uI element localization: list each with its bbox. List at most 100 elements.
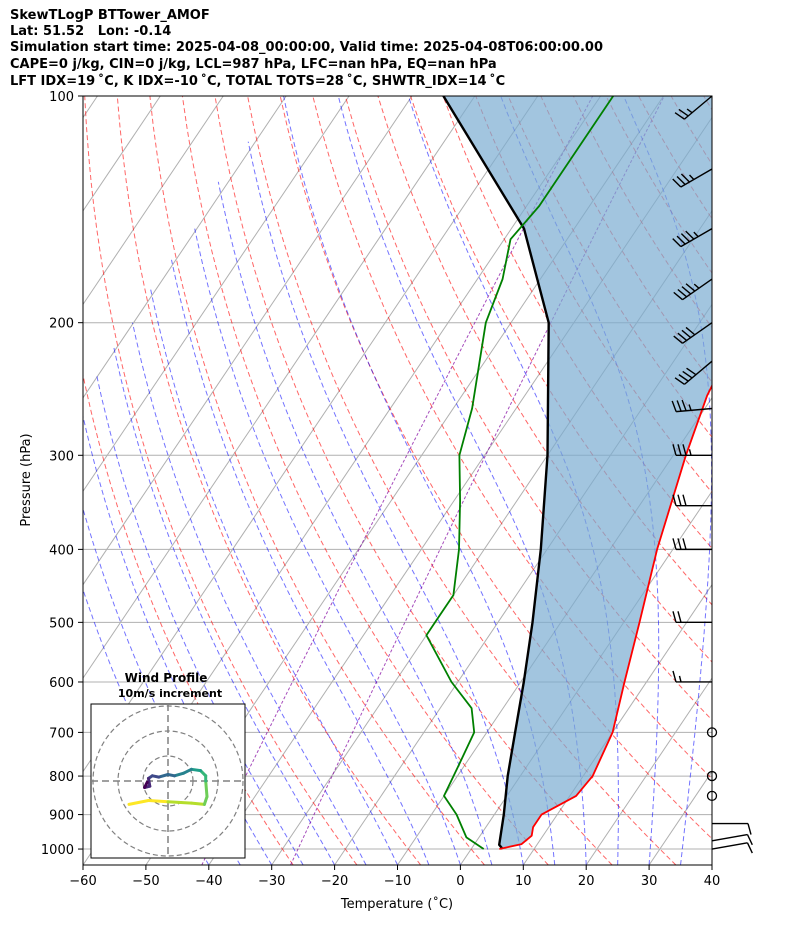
barb-staff — [683, 360, 713, 385]
barb-flag — [682, 370, 693, 379]
barb-flag — [678, 374, 689, 382]
parcel-path-line — [442, 96, 550, 850]
barb-flag — [677, 288, 688, 298]
isotherm-line — [83, 96, 350, 493]
barb-flag — [680, 173, 690, 183]
dry-adiabat-line — [116, 96, 422, 865]
barb-flag — [674, 112, 685, 120]
hodograph-segment — [189, 767, 202, 773]
barb-flag — [746, 834, 753, 846]
mixing-ratio-line — [290, 96, 665, 865]
barb-flag — [682, 444, 687, 456]
wind-barb — [674, 95, 713, 120]
barb-flag — [682, 538, 687, 550]
dry-adiabat-line — [769, 96, 794, 865]
wind-barb — [711, 833, 753, 846]
y-tick-label: 400 — [49, 543, 74, 558]
wind-barb — [712, 822, 752, 835]
barb-half-flag — [693, 231, 699, 238]
wind-barb — [711, 842, 753, 854]
barb-flag — [672, 670, 677, 683]
barb-flag — [671, 400, 677, 412]
barb-flag — [673, 335, 683, 344]
wind-barb — [706, 727, 718, 738]
wind-barb — [672, 168, 713, 188]
x-tick-label: 40 — [704, 874, 721, 889]
calm-circle — [706, 790, 718, 802]
isotherm-line — [83, 96, 224, 306]
barb-flag — [747, 823, 752, 835]
barb-flag — [672, 611, 677, 623]
barb-staff — [683, 95, 713, 120]
x-tick-label: −40 — [195, 874, 222, 889]
calm-circle — [706, 770, 718, 782]
cape-cin-shading — [443, 96, 712, 849]
barb-flag — [676, 235, 686, 245]
barb-flag — [677, 494, 682, 506]
barb-flag — [681, 329, 692, 339]
barb-flag — [674, 377, 685, 385]
isotherm-line — [711, 864, 712, 865]
hodograph-segment — [166, 800, 193, 805]
barb-staff — [711, 842, 748, 850]
x-tick-label: −10 — [384, 874, 411, 889]
isotherm-line — [83, 96, 413, 586]
hodograph-segment — [173, 771, 186, 778]
barb-flag — [672, 494, 677, 506]
dry-adiabat-line — [181, 96, 549, 865]
dry-adiabat-line — [344, 96, 712, 721]
moist-adiabat-line — [247, 141, 524, 865]
y-tick-label: 700 — [49, 726, 74, 741]
y-tick-label: 800 — [49, 770, 74, 785]
x-tick-label: 30 — [641, 874, 658, 889]
wind-barb — [672, 227, 713, 248]
wind-barb — [673, 322, 713, 344]
barb-flag — [673, 291, 683, 301]
barb-half-flag — [688, 404, 692, 411]
calm-circle — [706, 727, 718, 738]
moist-adiabat-line — [623, 96, 712, 865]
barb-half-flag — [688, 449, 692, 456]
barb-flag — [685, 230, 695, 240]
y-tick-label: 900 — [49, 809, 74, 824]
moist-adiabat-line — [711, 861, 712, 865]
moist-adiabat-line — [337, 96, 587, 865]
title-line-2: Lat: 51.52 Lon: -0.14 — [10, 24, 172, 39]
dewpoint-line — [425, 96, 614, 850]
hodograph-segment — [189, 801, 206, 806]
x-tick-label: −20 — [321, 874, 348, 889]
barb-flag — [676, 175, 686, 185]
barb-flag — [681, 399, 687, 412]
moist-adiabat-line — [283, 96, 556, 865]
barb-flag — [685, 283, 696, 292]
moist-adiabat-line — [132, 322, 367, 865]
barb-staff — [680, 168, 713, 188]
wind-barb — [673, 278, 713, 301]
temperature-line — [499, 383, 712, 850]
barb-staff — [711, 833, 748, 842]
wind-barb — [706, 770, 718, 782]
y-tick-label: 1000 — [41, 843, 74, 858]
dry-adiabat-line — [703, 96, 712, 111]
wind-barb — [674, 360, 713, 385]
x-tick-label: −30 — [258, 874, 285, 889]
barb-flag — [677, 611, 682, 623]
barb-flag — [672, 238, 682, 248]
barb-staff — [676, 407, 713, 413]
wind-barb — [672, 444, 712, 456]
isotherm-line — [585, 677, 712, 865]
barb-flag — [677, 444, 682, 456]
wind-barb — [706, 790, 718, 802]
dry-adiabat-line — [83, 372, 294, 865]
hodograph-segment — [204, 779, 209, 799]
y-tick-label: 600 — [49, 676, 74, 691]
barb-half-flag — [693, 283, 700, 289]
y-axis-label: Pressure (hPa) — [19, 433, 34, 526]
moist-adiabat-line — [96, 375, 304, 865]
isotherm-line — [83, 96, 476, 680]
barb-flag — [686, 367, 697, 376]
barb-half-flag — [678, 675, 682, 683]
barb-half-flag — [686, 108, 693, 114]
barb-flag — [672, 538, 677, 550]
barb-flag — [680, 233, 690, 243]
